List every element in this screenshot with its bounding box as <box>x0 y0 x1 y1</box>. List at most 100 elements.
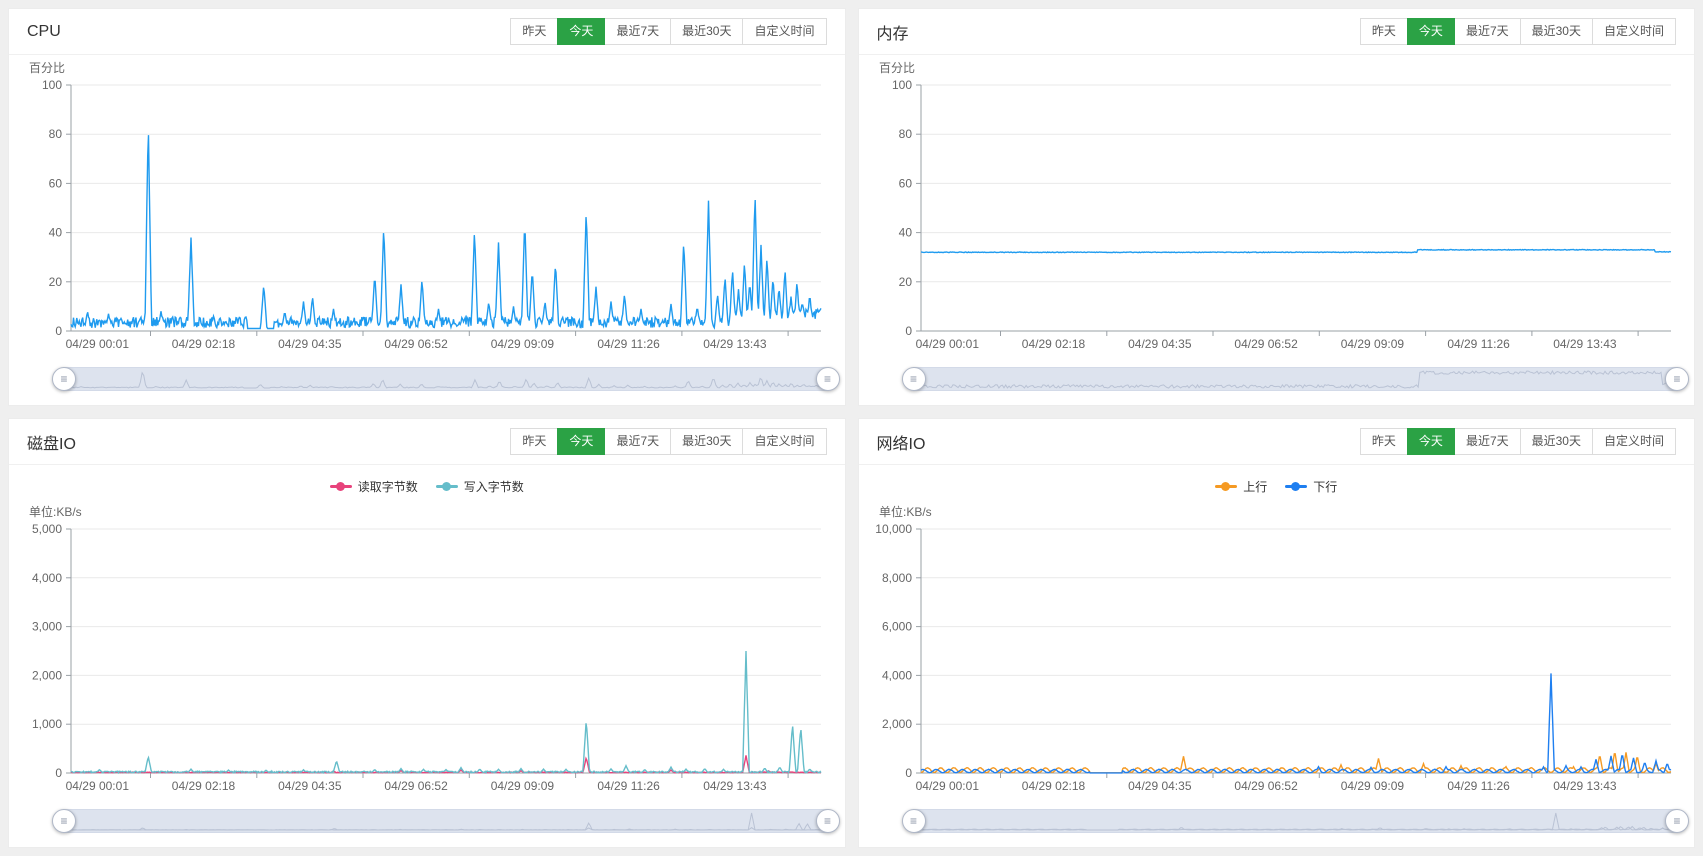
disk-io-line-chart: 0 1,000 2,000 3,000 4,000 5,000 04/29 00:01 04/… <box>9 499 845 807</box>
svg-text:0: 0 <box>905 766 912 780</box>
time-range-last7days[interactable]: 最近7天 <box>604 17 672 46</box>
time-range-yesterday[interactable]: 昨天 <box>510 427 559 456</box>
svg-text:8,000: 8,000 <box>881 571 911 585</box>
datazoom-right-handle[interactable]: ≡ <box>1665 809 1689 833</box>
svg-text:4,000: 4,000 <box>881 668 911 682</box>
svg-text:100: 100 <box>891 78 911 92</box>
svg-text:04/29 11:26: 04/29 11:26 <box>1447 337 1510 351</box>
time-range-buttons-memory: 昨天 今天 最近7天 最近30天 自定义时间 <box>1359 17 1676 46</box>
svg-text:5,000: 5,000 <box>32 522 62 536</box>
downstream-legend-marker-icon <box>1285 481 1308 491</box>
panel-title-cpu: CPU <box>27 22 61 40</box>
datazoom-right-handle[interactable]: ≡ <box>1665 367 1689 391</box>
svg-text:04/29 00:01: 04/29 00:01 <box>66 779 130 793</box>
svg-text:04/29 02:18: 04/29 02:18 <box>1021 779 1085 793</box>
svg-text:04/29 09:09: 04/29 09:09 <box>1340 779 1404 793</box>
svg-text:04/29 02:18: 04/29 02:18 <box>1021 337 1085 351</box>
svg-text:60: 60 <box>898 176 912 190</box>
svg-text:04/29 06:52: 04/29 06:52 <box>1234 779 1298 793</box>
time-range-last30days[interactable]: 最近30天 <box>670 427 744 456</box>
datazoom-left-handle[interactable]: ≡ <box>901 367 926 391</box>
svg-text:10,000: 10,000 <box>875 522 912 536</box>
legend-item-read-bytes[interactable]: 读取字节数 <box>329 478 418 495</box>
time-range-yesterday[interactable]: 昨天 <box>510 17 559 46</box>
svg-text:2,000: 2,000 <box>32 668 62 682</box>
legend-item-write-bytes[interactable]: 写入字节数 <box>435 478 524 495</box>
svg-text:0: 0 <box>905 324 912 338</box>
time-range-custom[interactable]: 自定义时间 <box>742 17 827 46</box>
time-range-today[interactable]: 今天 <box>557 427 606 456</box>
disk-io-datazoom-slider[interactable]: ≡ ≡ <box>52 809 840 833</box>
time-range-yesterday[interactable]: 昨天 <box>1359 427 1408 456</box>
svg-text:40: 40 <box>49 226 63 240</box>
svg-text:04/29 00:01: 04/29 00:01 <box>915 337 979 351</box>
svg-text:4,000: 4,000 <box>32 571 62 585</box>
time-range-yesterday[interactable]: 昨天 <box>1359 17 1408 46</box>
svg-text:04/29 06:52: 04/29 06:52 <box>1234 337 1298 351</box>
datazoom-right-handle[interactable]: ≡ <box>815 809 840 833</box>
memory-datazoom-slider[interactable]: ≡ ≡ <box>901 367 1689 391</box>
time-range-custom[interactable]: 自定义时间 <box>1591 17 1676 46</box>
network-io-datazoom-slider[interactable]: ≡ ≡ <box>901 809 1689 833</box>
svg-text:04/29 00:01: 04/29 00:01 <box>66 337 130 351</box>
svg-text:0: 0 <box>55 324 62 338</box>
datazoom-right-handle[interactable]: ≡ <box>815 367 840 391</box>
svg-text:0: 0 <box>55 766 62 780</box>
svg-text:100: 100 <box>42 78 62 92</box>
time-range-today[interactable]: 今天 <box>557 17 606 46</box>
svg-text:04/29 02:18: 04/29 02:18 <box>172 337 236 351</box>
disk-io-legend: 读取字节数 写入字节数 <box>9 473 845 499</box>
datazoom-left-handle[interactable]: ≡ <box>901 809 926 833</box>
panel-title-disk-io: 磁盘IO <box>27 435 76 453</box>
time-range-last7days[interactable]: 最近7天 <box>1453 427 1521 456</box>
time-range-buttons-network: 昨天 今天 最近7天 最近30天 自定义时间 <box>1359 427 1676 456</box>
time-range-last30days[interactable]: 最近30天 <box>1519 427 1593 456</box>
time-range-custom[interactable]: 自定义时间 <box>742 427 827 456</box>
svg-text:04/29 13:43: 04/29 13:43 <box>703 779 767 793</box>
svg-text:04/29 13:43: 04/29 13:43 <box>1553 337 1617 351</box>
time-range-buttons-disk: 昨天 今天 最近7天 最近30天 自定义时间 <box>510 427 827 456</box>
svg-text:60: 60 <box>49 176 63 190</box>
svg-text:单位:KB/s: 单位:KB/s <box>29 504 82 519</box>
time-range-today[interactable]: 今天 <box>1406 427 1455 456</box>
memory-datazoom-mini-profile <box>913 368 1677 390</box>
legend-label: 写入字节数 <box>463 479 524 494</box>
panel-disk-io-header: 磁盘IO 昨天 今天 最近7天 最近30天 自定义时间 <box>9 419 845 465</box>
svg-text:04/29 00:01: 04/29 00:01 <box>915 779 979 793</box>
legend-label: 上行 <box>1243 479 1268 494</box>
svg-text:04/29 02:18: 04/29 02:18 <box>172 779 236 793</box>
panel-cpu: CPU 昨天 今天 最近7天 最近30天 自定义时间 0 20 40 60 80 100 0… <box>8 8 846 406</box>
time-range-buttons-cpu: 昨天 今天 最近7天 最近30天 自定义时间 <box>510 17 827 46</box>
memory-line-chart: 0 20 40 60 80 100 04/29 00:01 04/29 02:18 04/29 … <box>859 55 1695 365</box>
network-io-datazoom-mini-profile <box>913 810 1677 832</box>
legend-label: 下行 <box>1313 479 1338 494</box>
time-range-custom[interactable]: 自定义时间 <box>1591 427 1676 456</box>
time-range-last7days[interactable]: 最近7天 <box>604 427 672 456</box>
svg-text:04/29 04:35: 04/29 04:35 <box>1128 779 1192 793</box>
svg-text:04/29 04:35: 04/29 04:35 <box>278 337 342 351</box>
svg-text:04/29 06:52: 04/29 06:52 <box>384 337 448 351</box>
datazoom-left-handle[interactable]: ≡ <box>52 809 76 833</box>
svg-text:百分比: 百分比 <box>879 61 915 75</box>
svg-text:04/29 04:35: 04/29 04:35 <box>278 779 342 793</box>
datazoom-left-handle[interactable]: ≡ <box>52 367 76 391</box>
legend-item-upstream[interactable]: 上行 <box>1215 478 1267 495</box>
svg-text:6,000: 6,000 <box>881 620 911 634</box>
panel-title-memory: 内存 <box>876 25 909 43</box>
time-range-last7days[interactable]: 最近7天 <box>1453 17 1521 46</box>
time-range-today[interactable]: 今天 <box>1406 17 1455 46</box>
svg-text:04/29 11:26: 04/29 11:26 <box>597 337 660 351</box>
time-range-last30days[interactable]: 最近30天 <box>1519 17 1593 46</box>
svg-text:04/29 13:43: 04/29 13:43 <box>703 337 767 351</box>
svg-text:1,000: 1,000 <box>32 717 62 731</box>
svg-text:单位:KB/s: 单位:KB/s <box>879 504 932 519</box>
disk-io-datazoom-mini-profile <box>64 810 828 832</box>
time-range-last30days[interactable]: 最近30天 <box>670 17 744 46</box>
network-io-legend: 上行 下行 <box>859 473 1695 499</box>
panel-network-io: 网络IO 昨天 今天 最近7天 最近30天 自定义时间 上行 下行 0 2,000… <box>857 418 1695 848</box>
legend-item-downstream[interactable]: 下行 <box>1285 478 1337 495</box>
cpu-datazoom-slider[interactable]: ≡ ≡ <box>52 367 840 391</box>
svg-text:04/29 04:35: 04/29 04:35 <box>1128 337 1192 351</box>
cpu-line-chart: 0 20 40 60 80 100 04/29 00:01 04/29 02:18 04/29 … <box>9 55 845 365</box>
svg-text:80: 80 <box>49 127 63 141</box>
